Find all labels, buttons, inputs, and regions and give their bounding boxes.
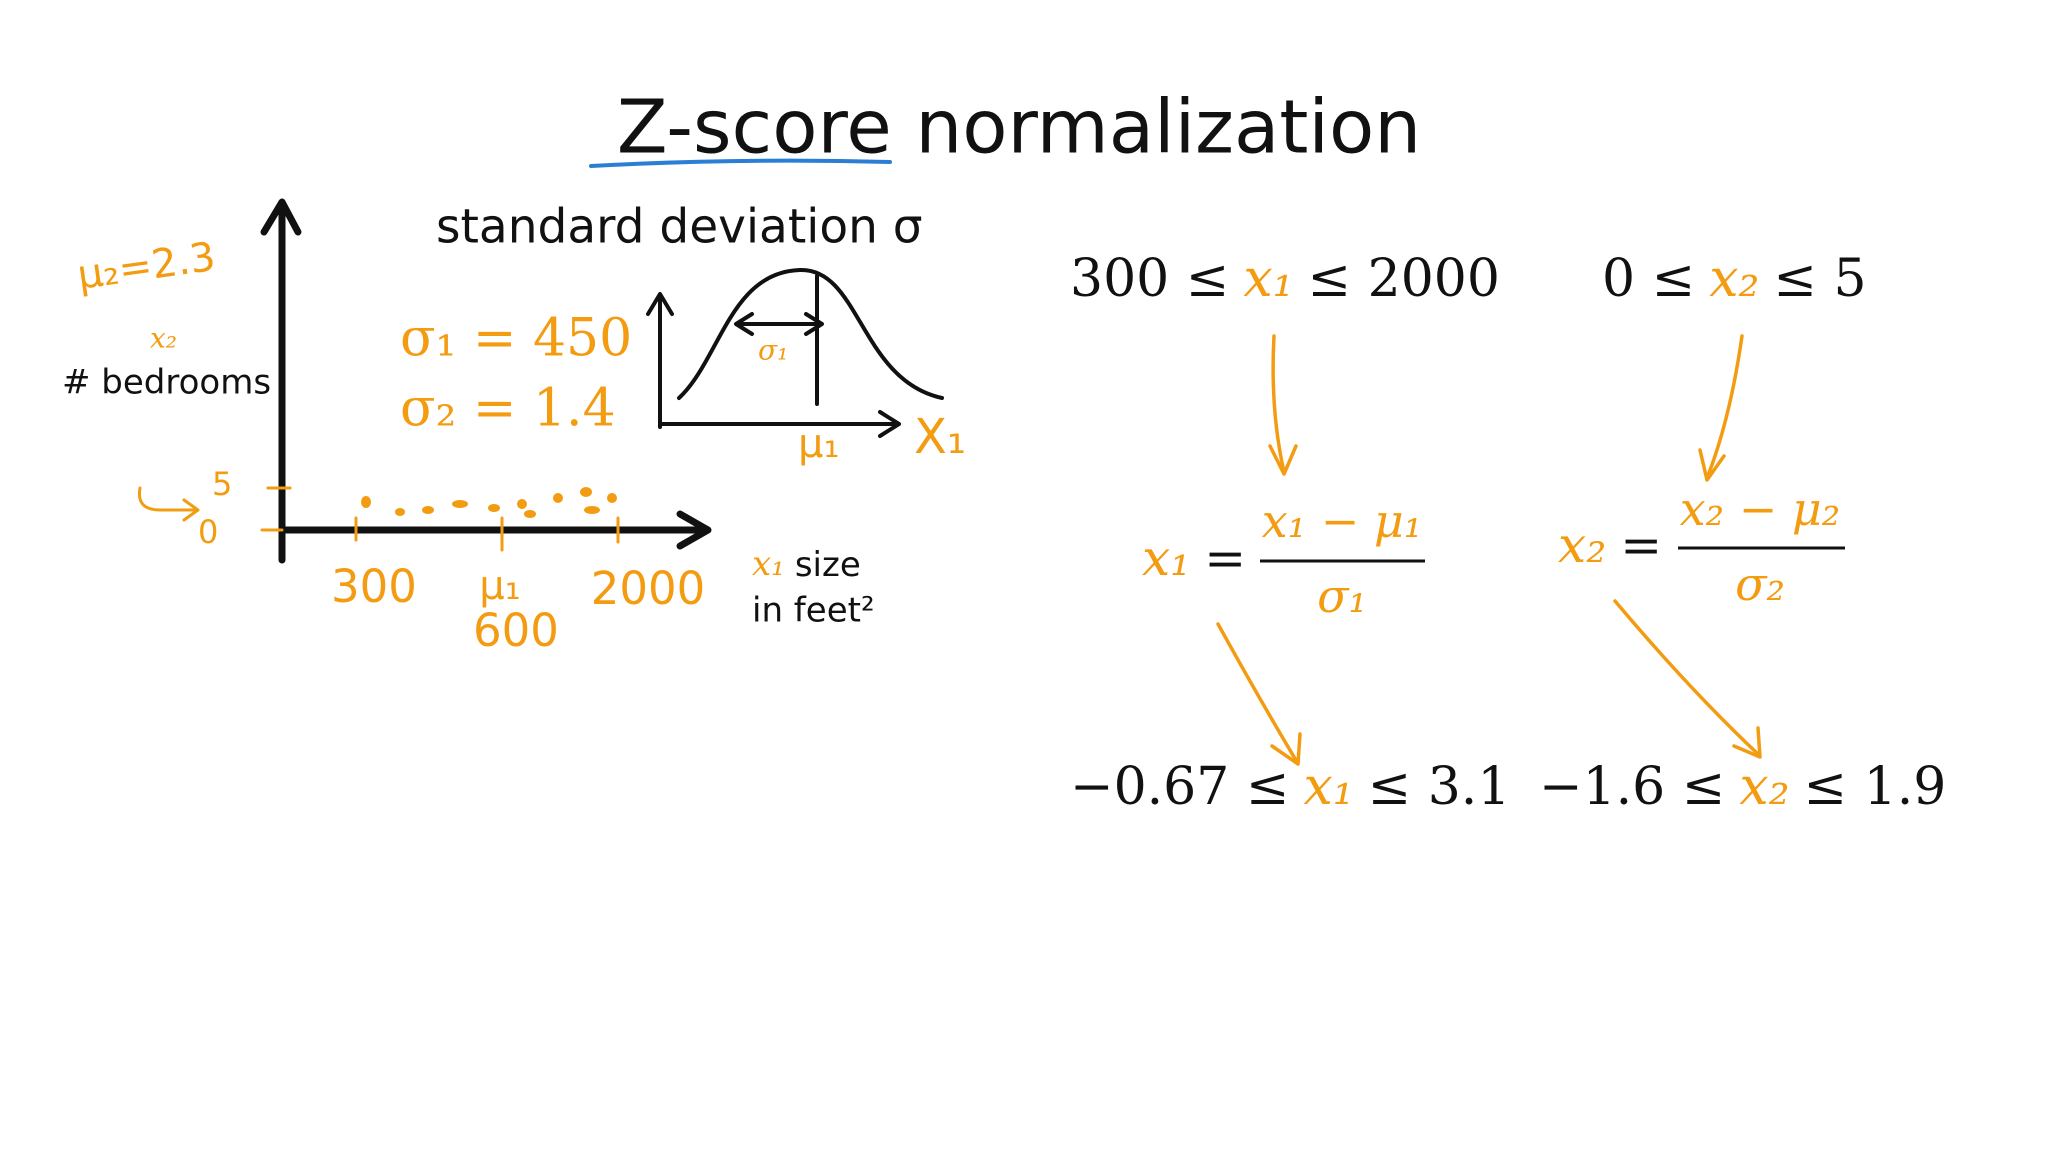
range-upper: ≤ 5 [1773, 249, 1866, 309]
lhs-var: x₁ [1142, 529, 1190, 587]
title-underline [589, 158, 892, 168]
x-var: x₁ [752, 544, 785, 584]
axis-ticks [137, 486, 620, 552]
sigma2-note: σ₂ = 1.4 [400, 379, 616, 439]
main-axes [260, 198, 712, 564]
lhs-var: x₂ [1558, 516, 1606, 574]
range-lower: 0 ≤ [1602, 249, 1695, 309]
x-tick-label: 600 [473, 604, 559, 657]
equals: = [1620, 516, 1662, 574]
range-var: x₂ [1709, 249, 1759, 309]
curve-x: X₁ [914, 409, 966, 465]
x-tick-label: μ₁ [479, 563, 520, 609]
range-upper: ≤ 3.1 [1368, 757, 1511, 817]
numerator: x₂ − μ₂ [1680, 482, 1841, 536]
denominator: σ₂ [1735, 557, 1785, 611]
x-tick-label: 2000 [591, 562, 706, 615]
x-axis-unit: in feet² [752, 591, 875, 631]
x-tick-label: 300 [331, 560, 417, 613]
formula-lhs: x₁ = [1142, 529, 1246, 587]
mu2-note: μ₂=2.3 [75, 234, 219, 299]
range-after: −0.67 ≤ x₁ ≤ 3.1 [1070, 757, 1510, 817]
range-lower: −0.67 ≤ [1070, 757, 1289, 817]
curve-mu: μ₁ [798, 421, 839, 467]
sigma1-note: σ₁ = 450 [400, 309, 632, 369]
curve-sigma: σ₁ [758, 334, 788, 367]
y-axis-name: # bedrooms [62, 363, 271, 403]
denominator: σ₁ [1317, 569, 1367, 623]
range-upper: ≤ 1.9 [1804, 757, 1947, 817]
y-tick-label: 0 [198, 513, 218, 551]
range-var: x₁ [1303, 757, 1353, 817]
range-var: x₂ [1739, 757, 1789, 817]
sketch-points [361, 487, 617, 518]
formula-lhs: x₂ = [1558, 516, 1662, 574]
range-after: −1.6 ≤ x₂ ≤ 1.9 [1539, 757, 1946, 817]
bell-curve-sketch [646, 267, 944, 438]
equals: = [1204, 529, 1246, 587]
range-lower: 300 ≤ [1070, 249, 1229, 309]
range-upper: ≤ 2000 [1308, 249, 1500, 309]
range-before: 0 ≤ x₂ ≤ 5 [1602, 249, 1867, 309]
numerator: x₁ − μ₁ [1262, 494, 1423, 548]
range-lower: −1.6 ≤ [1539, 757, 1725, 817]
y-var: x₂ [150, 322, 177, 355]
y-tick-label: 5 [212, 465, 232, 503]
x-axis-name: x₁ size [752, 544, 861, 585]
range-before: 300 ≤ x₁ ≤ 2000 [1070, 249, 1500, 309]
slide-title: Z-score normalization [617, 85, 1421, 171]
x-name: size [795, 545, 861, 585]
range-var: x₁ [1243, 249, 1293, 309]
flow-arrows [1216, 334, 1762, 766]
std-label: standard deviation σ [436, 200, 923, 255]
